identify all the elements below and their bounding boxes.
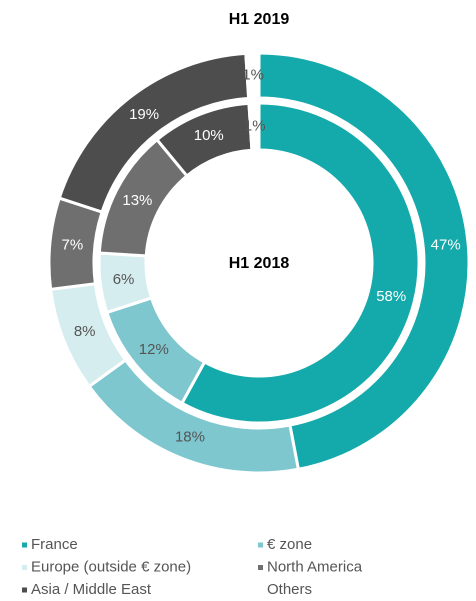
data-label: 6% xyxy=(113,271,135,288)
data-label: 7% xyxy=(61,236,83,253)
legend-label: Europe (outside € zone) xyxy=(31,558,191,575)
data-label: 8% xyxy=(74,323,96,340)
legend-label: North America xyxy=(267,558,363,575)
data-label: 18% xyxy=(175,428,205,445)
legend-label: Others xyxy=(267,581,312,598)
data-label: 19% xyxy=(129,106,159,123)
data-label: 1% xyxy=(242,67,264,84)
outer-ring-title: H1 2019 xyxy=(229,11,290,28)
donut-slice xyxy=(179,101,421,425)
legend-marker xyxy=(258,542,263,548)
data-label: 13% xyxy=(122,192,152,209)
legend-label: France xyxy=(31,536,78,553)
legend-marker xyxy=(258,565,263,570)
donut-slice xyxy=(244,51,261,100)
data-label: 12% xyxy=(139,341,169,358)
legend-label: € zone xyxy=(267,536,312,553)
donut-slice xyxy=(257,51,471,472)
legend-marker xyxy=(22,542,27,548)
donut-slice xyxy=(247,101,261,152)
data-label: 10% xyxy=(194,127,224,144)
legend-marker xyxy=(258,587,263,593)
inner-ring-title: H1 2018 xyxy=(229,255,290,272)
data-label: 1% xyxy=(244,118,266,135)
data-label: 47% xyxy=(431,236,461,253)
data-label: 58% xyxy=(376,288,406,305)
legend-label: Asia / Middle East xyxy=(31,581,152,598)
legend-marker xyxy=(22,587,27,593)
legend-marker xyxy=(22,565,27,570)
